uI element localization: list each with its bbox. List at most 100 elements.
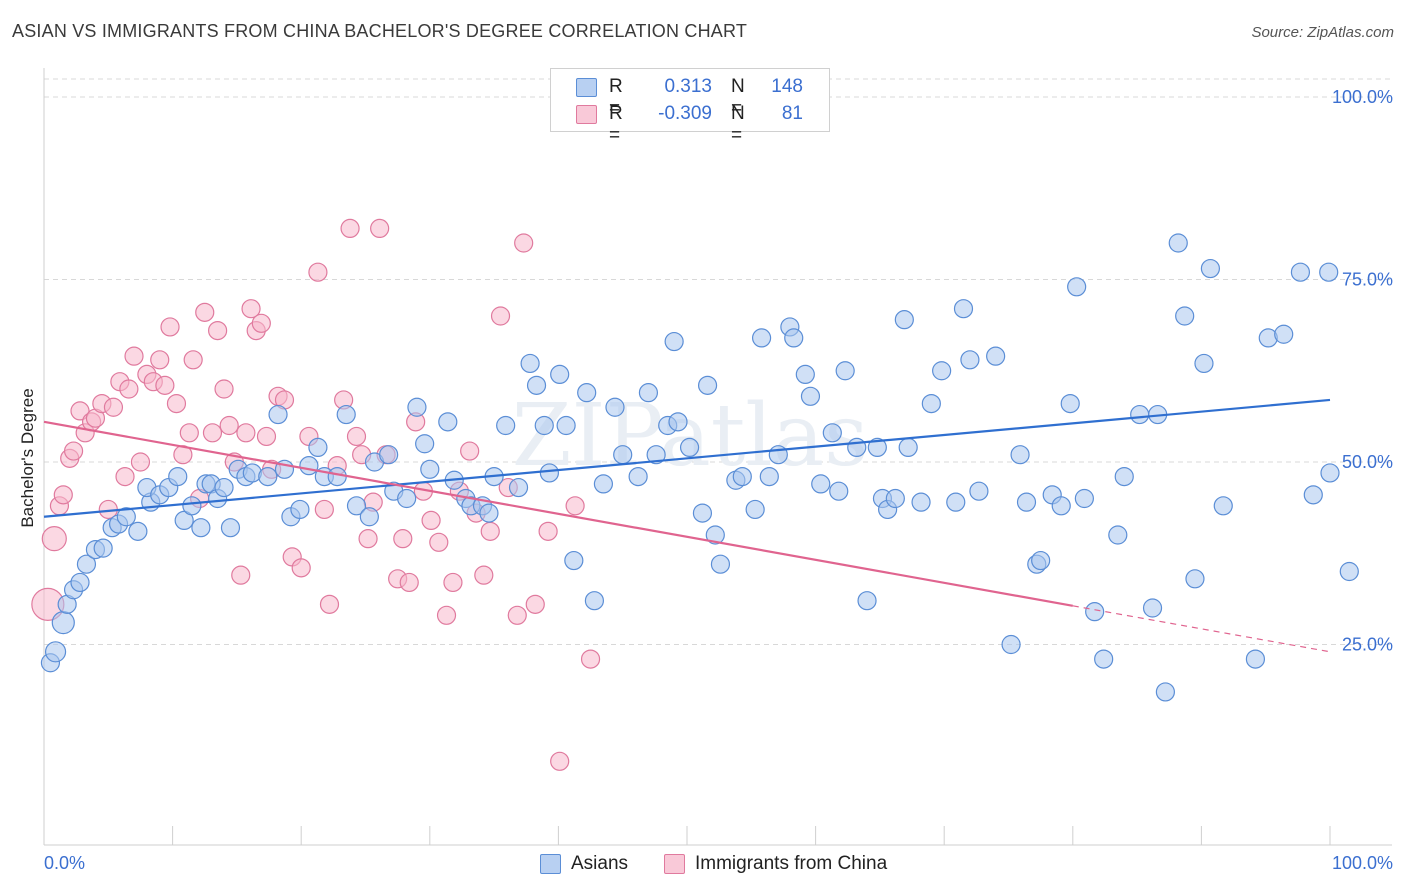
asians-point bbox=[220, 518, 241, 538]
asians-point bbox=[898, 437, 918, 457]
asians-point bbox=[76, 554, 97, 574]
asians-point bbox=[867, 437, 887, 457]
asians-point bbox=[1339, 561, 1359, 582]
asians-point bbox=[664, 331, 684, 352]
china-point bbox=[460, 441, 480, 461]
asians-point bbox=[1108, 525, 1128, 545]
asians-point bbox=[116, 507, 136, 527]
asians-point bbox=[1094, 649, 1114, 669]
trend-lines bbox=[43, 398, 1331, 653]
china-point bbox=[346, 426, 367, 447]
china-point bbox=[103, 397, 124, 417]
asians-point bbox=[1320, 463, 1340, 483]
asians-point bbox=[1213, 496, 1233, 516]
asians-point bbox=[1010, 445, 1030, 465]
china-point bbox=[314, 499, 334, 520]
china-point bbox=[538, 521, 558, 541]
asians-point bbox=[1155, 682, 1175, 702]
asians-point bbox=[911, 492, 931, 512]
asians-point bbox=[550, 364, 570, 384]
china-point bbox=[443, 572, 463, 593]
china-point bbox=[231, 565, 251, 585]
asians-point bbox=[605, 397, 625, 417]
asians-point bbox=[1060, 394, 1080, 414]
asians-point bbox=[751, 328, 772, 348]
china-point bbox=[480, 521, 500, 541]
asians-point bbox=[299, 456, 319, 476]
y-tick-label: 50.0% bbox=[1342, 452, 1393, 472]
asians-point bbox=[638, 383, 659, 403]
source-label: Source: ZipAtlas.com bbox=[1251, 24, 1394, 41]
pink-swatch-icon bbox=[576, 105, 597, 124]
asians-point bbox=[1031, 550, 1051, 571]
n-label: N = bbox=[731, 76, 745, 119]
china-point bbox=[399, 572, 419, 593]
china-point bbox=[241, 299, 261, 319]
asians-point bbox=[811, 474, 831, 494]
asians-point bbox=[1175, 306, 1195, 326]
china-point bbox=[421, 510, 441, 531]
r-label: R = bbox=[609, 103, 623, 146]
asians-point bbox=[520, 353, 540, 374]
asians-point bbox=[359, 507, 379, 527]
asians-point bbox=[508, 477, 529, 498]
china-point bbox=[208, 321, 228, 341]
correlation-legend: R = 0.313 N = 148 R = -0.309 N = 81 bbox=[550, 68, 830, 146]
asians-point bbox=[1245, 649, 1266, 669]
china-point bbox=[393, 529, 413, 549]
china-point bbox=[358, 529, 378, 549]
asians-point bbox=[534, 415, 554, 436]
asians-point bbox=[986, 346, 1006, 366]
china-point bbox=[490, 306, 511, 326]
pink-swatch-icon bbox=[664, 854, 685, 874]
asians-point bbox=[526, 375, 547, 395]
blue-swatch-icon bbox=[540, 854, 561, 874]
china-point bbox=[195, 302, 215, 322]
asians-point bbox=[379, 445, 399, 465]
china-point bbox=[514, 233, 534, 253]
asians-point bbox=[705, 525, 725, 545]
asians-point bbox=[346, 496, 367, 516]
asians-point bbox=[1168, 233, 1188, 253]
asians-point bbox=[290, 499, 310, 520]
china-point bbox=[119, 379, 139, 399]
asians-point bbox=[1085, 602, 1105, 622]
china-point bbox=[340, 218, 360, 238]
asians-point bbox=[407, 397, 427, 417]
asians-point bbox=[692, 503, 713, 523]
asians-point bbox=[1303, 485, 1323, 505]
china-point bbox=[319, 594, 340, 614]
asians-point bbox=[795, 364, 815, 384]
asians-point bbox=[182, 496, 202, 516]
asians-point bbox=[960, 350, 980, 370]
asians-point bbox=[438, 412, 458, 432]
china-point bbox=[202, 423, 223, 443]
x-tick-label: 0.0% bbox=[44, 853, 85, 873]
asians-point bbox=[268, 404, 288, 425]
asians-point bbox=[479, 503, 499, 523]
axis-layer bbox=[43, 68, 1392, 846]
asians-point bbox=[1114, 467, 1134, 487]
china-point bbox=[565, 496, 585, 516]
blue-swatch-icon bbox=[576, 78, 597, 97]
china-point bbox=[63, 441, 84, 461]
china-point bbox=[124, 346, 144, 366]
r-label: R = bbox=[609, 76, 623, 119]
asians-point bbox=[759, 467, 779, 487]
asians-point bbox=[420, 459, 440, 479]
asians-point bbox=[946, 492, 966, 512]
china-trend-line bbox=[43, 420, 1073, 607]
asians-point bbox=[1142, 598, 1163, 618]
asians-point bbox=[1185, 569, 1205, 589]
asians-point bbox=[128, 521, 148, 541]
n-value: 148 bbox=[771, 76, 803, 97]
asians-point bbox=[336, 404, 356, 425]
y-tick-label: 100.0% bbox=[1332, 87, 1393, 107]
china-point bbox=[166, 394, 187, 414]
asians-point bbox=[710, 554, 731, 574]
asians-point bbox=[93, 538, 113, 558]
y-tick-label: 25.0% bbox=[1342, 635, 1393, 655]
x-tick-label: 100.0% bbox=[1332, 853, 1393, 873]
y-tick-label: 75.0% bbox=[1342, 270, 1393, 290]
